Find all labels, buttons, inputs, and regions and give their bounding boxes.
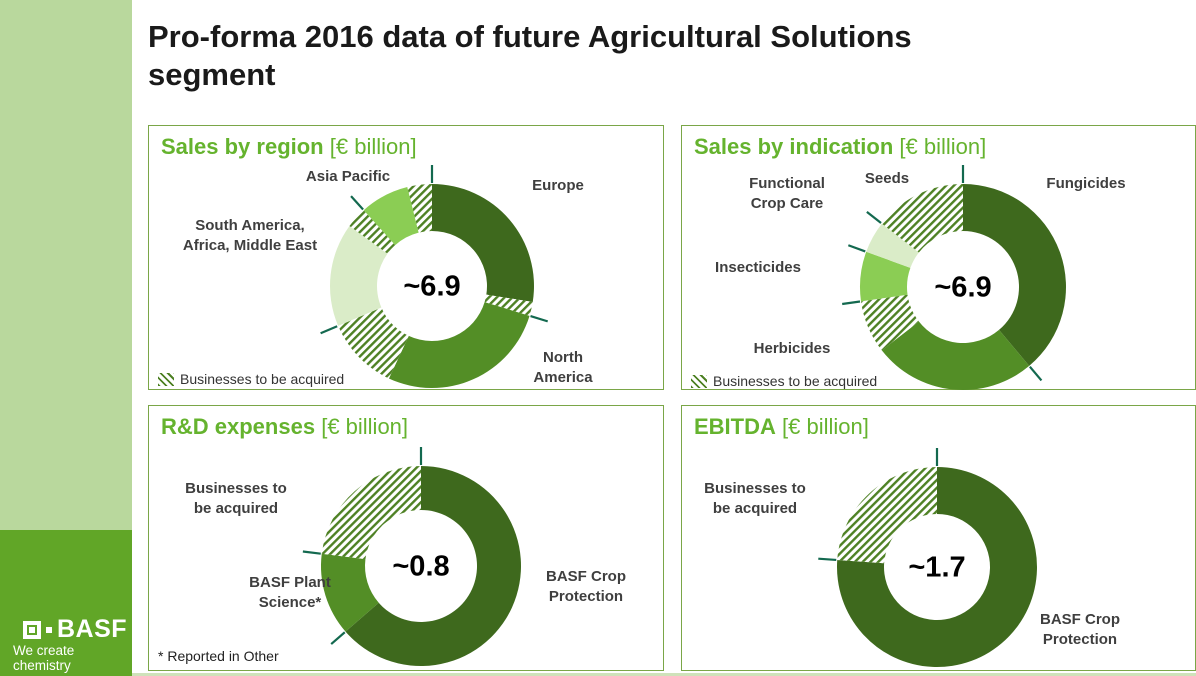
label-seeds: Seeds — [864, 170, 910, 187]
segment-basf-plant-science — [321, 553, 379, 632]
panel-title-ebitda: EBITDA [€ billion] — [694, 414, 869, 440]
basf-logo-text: BASF — [57, 615, 128, 643]
label-north-america: North America — [533, 349, 593, 386]
segment-tick — [320, 325, 338, 335]
chart-title: Sales by indication — [694, 134, 894, 159]
label-basf-plant-science: BASF Plant Science* — [249, 574, 331, 611]
page-title-line2: segment — [148, 57, 276, 92]
segment-tick — [1029, 365, 1043, 382]
label-fungicides: Fungicides — [1046, 175, 1126, 192]
label-businesses-to-be-acquired-ebitda: Businesses to be acquired — [704, 480, 806, 517]
chart-title: Sales by region — [161, 134, 324, 159]
segment-tick — [847, 244, 866, 253]
segment-south-america-africa-middle-east-to-be-acquired — [349, 210, 396, 254]
page-title: Pro-forma 2016 data of future Agricultur… — [148, 18, 1148, 94]
legend-businesses-to-be-acquired-indication: Businesses to be acquired — [691, 373, 877, 389]
segment-tick — [842, 300, 861, 306]
label-asia-pacific: Asia Pacific — [305, 168, 391, 185]
segment-south-america-africa-middle-east — [330, 226, 388, 326]
segment-herbicides-to-be-acquired — [861, 294, 919, 351]
panel-title-rd-expenses: R&D expenses [€ billion] — [161, 414, 408, 440]
segment-businesses-to-be-acquired — [837, 467, 937, 564]
center-value-rd-expenses: ~0.8 — [392, 550, 450, 583]
chart-title: R&D expenses — [161, 414, 316, 439]
page-title-line1: Pro-forma 2016 data of future Agricultur… — [148, 19, 912, 54]
segment-basf-crop-protection — [836, 467, 1037, 667]
basf-logo-dot-icon — [46, 626, 52, 633]
chart-unit: [€ billion] — [899, 134, 987, 159]
footnote-reported-in-other: * Reported in Other — [158, 648, 279, 664]
segment-asia-pacific — [363, 187, 419, 246]
segment-seeds-to-be-acquired — [881, 184, 963, 253]
segment-tick — [866, 211, 882, 224]
bottom-divider — [132, 673, 1196, 676]
sales-by-region-donut-chart — [302, 156, 562, 416]
label-insecticides: Insecticides — [715, 259, 801, 276]
segment-tick — [530, 315, 549, 323]
chart-unit: [€ billion] — [329, 134, 417, 159]
basf-logo-block: BASF We create chemistry — [0, 530, 132, 676]
ebitda-donut-chart — [807, 437, 1067, 676]
hatch-swatch-icon — [158, 372, 174, 386]
segment-tick — [350, 195, 364, 211]
segment-asia-pacific-to-be-acquired — [407, 184, 432, 233]
segment-tick — [330, 631, 346, 645]
donut-svg — [320, 165, 549, 388]
segment-basf-crop-protection — [345, 466, 521, 666]
donut-svg — [818, 448, 1037, 667]
segment-functional-crop-care — [866, 223, 919, 268]
label-functional-crop-care: Functional Crop Care — [749, 175, 825, 212]
segment-fungicides — [963, 184, 1066, 366]
segment-north-america — [388, 302, 530, 388]
segment-tick — [302, 550, 321, 555]
label-south-america-africa-middle-east: South America, Africa, Middle East — [182, 217, 318, 254]
donut-svg — [302, 447, 521, 666]
segment-europe — [432, 184, 534, 302]
basf-tagline: We create chemistry — [13, 643, 75, 673]
basf-logo-square-icon — [23, 620, 41, 639]
sidebar-accent-bar — [0, 0, 132, 530]
center-value-ebitda: ~1.7 — [908, 551, 966, 584]
center-value-sales-by-indication: ~6.9 — [934, 271, 992, 304]
basf-logo: BASF — [23, 617, 127, 642]
label-herbicides: Herbicides — [753, 340, 831, 357]
legend-label: Businesses to be acquired — [180, 371, 345, 387]
legend-label: Businesses to be acquired — [713, 373, 878, 389]
donut-svg — [842, 165, 1066, 391]
chart-unit: [€ billion] — [321, 414, 409, 439]
chart-unit: [€ billion] — [782, 414, 869, 439]
legend-businesses-to-be-acquired-region: Businesses to be acquired — [158, 371, 344, 387]
segment-insecticides — [859, 251, 911, 302]
panel-title-sales-by-region: Sales by region [€ billion] — [161, 134, 417, 160]
segment-tick — [818, 557, 837, 562]
sales-by-indication-donut-chart — [833, 157, 1093, 417]
label-basf-crop-protection-ebitda: BASF Crop Protection — [1040, 611, 1120, 648]
center-value-sales-by-region: ~6.9 — [403, 270, 461, 303]
segment-europe-to-be-acquired — [484, 294, 533, 316]
rd-expenses-donut-chart — [291, 436, 551, 676]
chart-title: EBITDA — [694, 414, 776, 439]
segment-north-america-to-be-acquired — [338, 307, 409, 379]
panel-title-sales-by-indication: Sales by indication [€ billion] — [694, 134, 986, 160]
segment-herbicides — [881, 321, 1030, 391]
label-basf-crop-protection-rd: BASF Crop Protection — [546, 568, 626, 605]
segment-businesses-to-be-acquired — [321, 466, 421, 560]
hatch-swatch-icon — [691, 374, 707, 388]
label-europe: Europe — [532, 177, 584, 194]
label-businesses-to-be-acquired-rd: Businesses to be acquired — [185, 480, 287, 517]
